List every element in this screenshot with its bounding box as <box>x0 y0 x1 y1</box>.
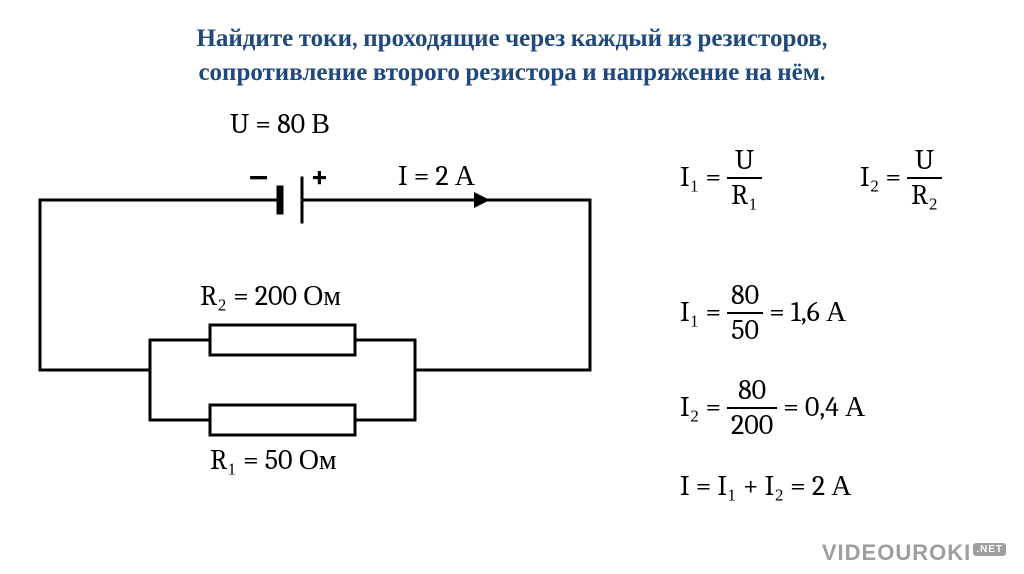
circuit-diagram <box>0 0 1024 574</box>
calc-i2-fraction: 80 200 <box>727 375 777 441</box>
calc-i1: I₁ = 80 50 = 1,6 А <box>680 280 846 346</box>
watermark: VIDEOUROKI.NET <box>822 540 1006 566</box>
calc-i1-lhs: I₁ = <box>680 296 721 329</box>
calc-i2-lhs: I₂ = <box>680 391 721 424</box>
current-sum: I = I₁ + I₂ = 2 А <box>680 470 851 503</box>
r1-label: R₁ = 50 Ом <box>210 444 337 477</box>
calc-i2-rhs: = 0,4 А <box>783 391 865 424</box>
slide-stage: Найдите токи, проходящие через каждый из… <box>0 0 1024 574</box>
battery-minus-icon: − <box>248 156 269 197</box>
formula-i1-lhs: I₁ = <box>680 161 721 194</box>
formula-i2: I₂ = U R₂ <box>860 145 942 211</box>
r2-label: R₂ = 200 Ом <box>200 280 341 313</box>
formula-i1-fraction: U R₁ <box>727 145 762 211</box>
battery-plus-icon: + <box>310 158 329 195</box>
formula-i2-fraction: U R₂ <box>907 145 942 211</box>
calc-i2: I₂ = 80 200 = 0,4 А <box>680 375 865 441</box>
watermark-text: VIDEOUROKI <box>822 540 971 565</box>
calc-i1-fraction: 80 50 <box>727 280 763 346</box>
watermark-badge: .NET <box>973 543 1006 556</box>
total-current-label: I = 2 А <box>398 160 475 193</box>
formula-i1: I₁ = U R₁ <box>680 145 762 211</box>
formula-i2-lhs: I₂ = <box>860 161 901 194</box>
voltage-label: U = 80 В <box>230 108 330 141</box>
calc-i1-rhs: = 1,6 А <box>769 296 846 329</box>
